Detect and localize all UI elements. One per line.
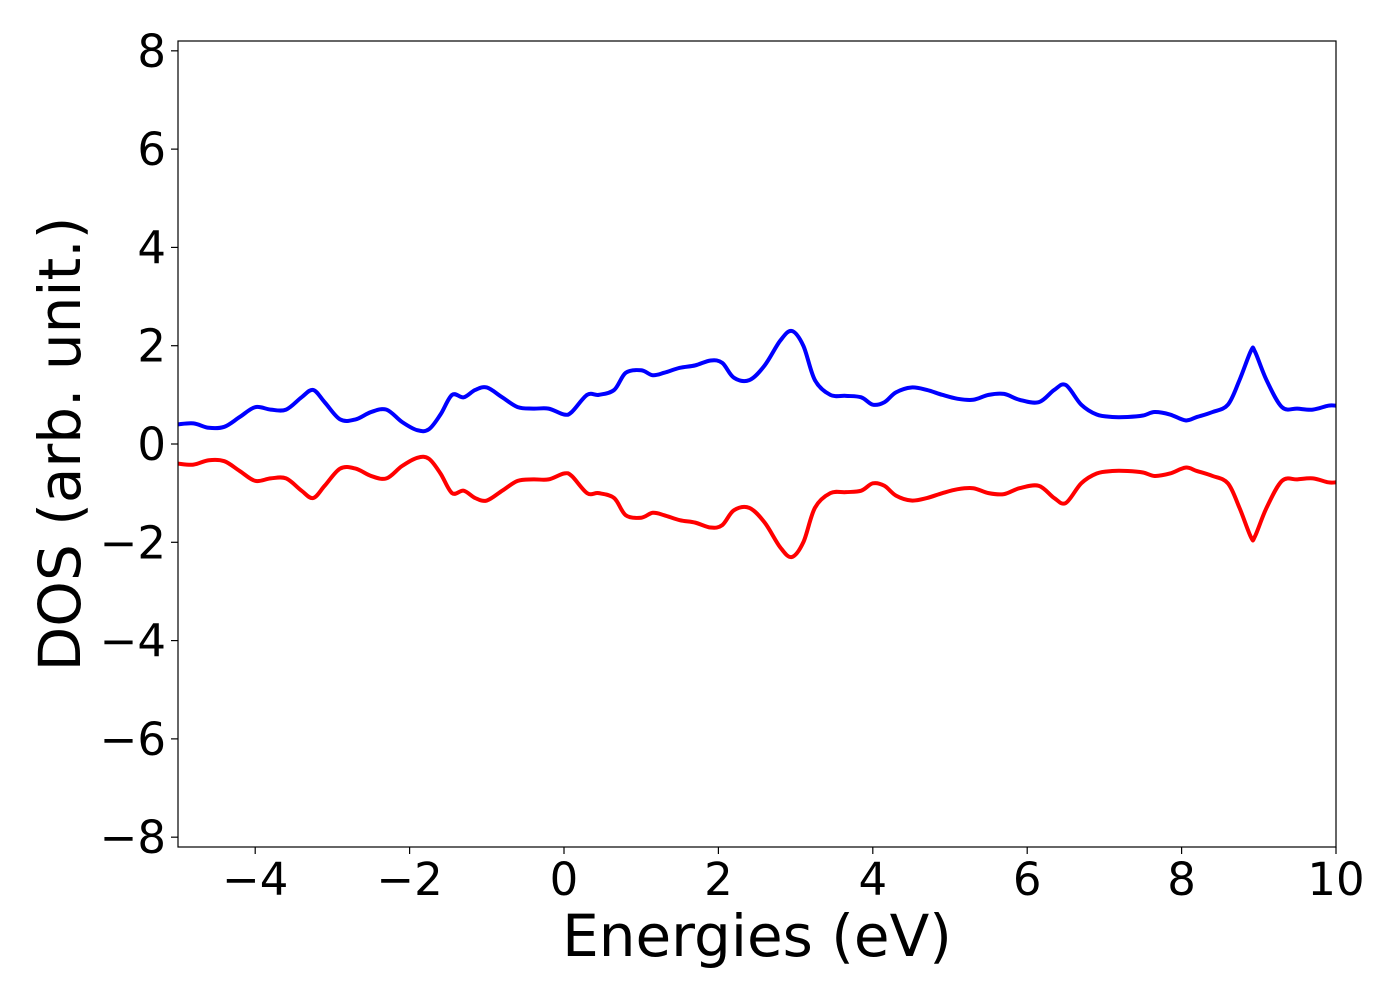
y-tick-label: −6: [100, 713, 166, 766]
y-tick-label: 6: [137, 123, 166, 176]
y-tick-label: 0: [137, 418, 166, 471]
x-tick-label: −4: [222, 853, 288, 906]
y-tick-label: −8: [100, 811, 166, 864]
y-tick-label: −2: [100, 516, 166, 569]
y-tick-label: 4: [137, 221, 166, 274]
series-line-0: [178, 328, 1336, 434]
series-line-1: [178, 454, 1336, 560]
x-tick-label: 4: [858, 853, 887, 906]
y-tick-label: 2: [137, 320, 166, 373]
series-layer: [178, 328, 1336, 560]
x-axis-ticks: −4 −2 0 2 4 6 8 10: [222, 847, 1365, 906]
y-axis-title: DOS (arb. unit.): [26, 217, 94, 672]
x-tick-label: 0: [550, 853, 579, 906]
y-tick-label: 8: [137, 25, 166, 78]
y-tick-label: −4: [100, 615, 166, 668]
x-tick-label: 6: [1013, 853, 1042, 906]
x-tick-label: 8: [1167, 853, 1196, 906]
x-axis-title: Energies (eV): [562, 902, 952, 970]
plot-frame: [177, 40, 1337, 848]
x-tick-label: −2: [376, 853, 442, 906]
x-tick-label: 10: [1307, 853, 1364, 906]
y-axis-ticks: −8 −6 −4 −2 0 2 4 6 8: [100, 25, 178, 864]
x-tick-label: 2: [704, 853, 733, 906]
